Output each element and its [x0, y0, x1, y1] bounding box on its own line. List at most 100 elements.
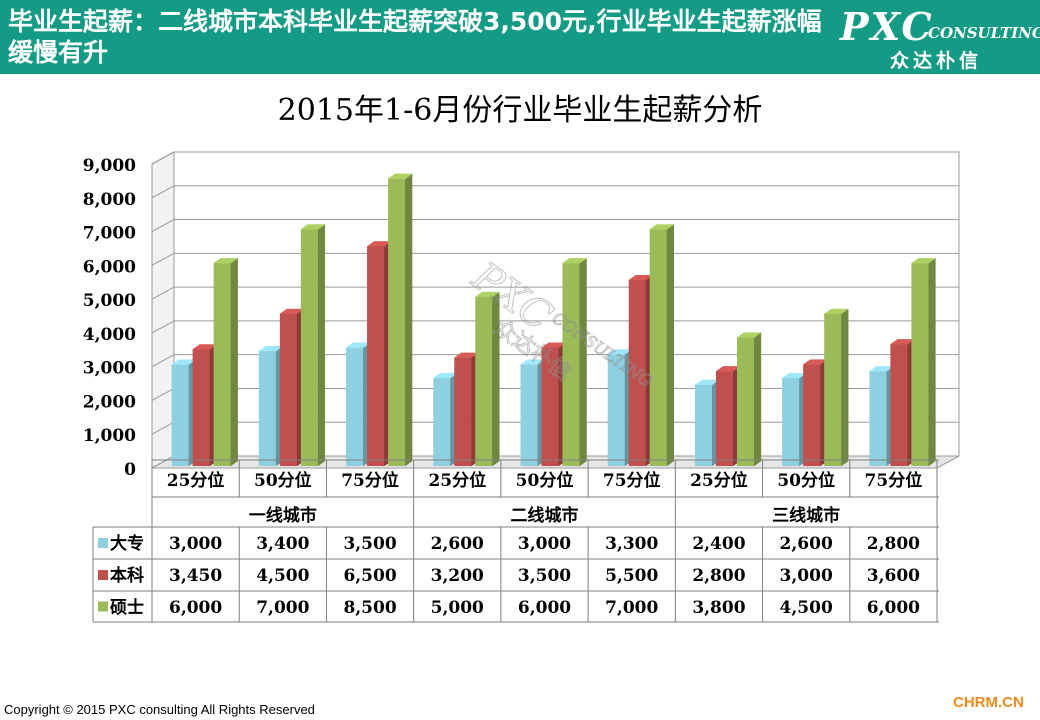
bar: [171, 364, 189, 466]
x-category-label: 50分位: [777, 470, 835, 491]
x-category-label: 75分位: [865, 470, 923, 491]
gridline: [151, 185, 959, 199]
gridline: [151, 320, 959, 334]
bar: [213, 263, 231, 466]
data-table-cell: 7,000: [256, 598, 309, 618]
x-group-label: 二线城市: [511, 505, 579, 526]
chart-side-wall: [151, 151, 175, 469]
data-table-cell: 2,600: [431, 534, 484, 554]
bar: [454, 357, 472, 466]
bar: [869, 371, 887, 466]
bar: [541, 347, 559, 466]
data-table-cell: 3,450: [169, 566, 222, 586]
bar: [824, 314, 842, 466]
y-tick-label: 1,000: [83, 426, 136, 446]
x-category-label: 25分位: [167, 470, 225, 491]
site-mark: CHRM.CN: [953, 694, 1024, 711]
y-tick-label: 5,000: [83, 291, 136, 311]
y-tick-label: 3,000: [83, 359, 136, 379]
data-table-cell: 6,000: [518, 598, 571, 618]
bar-side: [230, 257, 238, 467]
bar: [475, 297, 493, 466]
gridline: [151, 151, 959, 165]
bar-side: [492, 291, 500, 467]
data-table-cell: 3,600: [867, 566, 920, 586]
bar: [192, 349, 210, 466]
data-table-cell: 6,000: [169, 598, 222, 618]
bar: [520, 364, 538, 466]
bar: [628, 280, 646, 466]
x-group-label: 一线城市: [249, 505, 317, 526]
bar-side: [666, 224, 674, 467]
data-table-cell: 3,000: [518, 534, 571, 554]
bar-side: [579, 257, 587, 467]
y-tick-label: 7,000: [83, 224, 136, 244]
data-table-cell: 5,500: [605, 566, 658, 586]
data-table-cell: 5,000: [431, 598, 484, 618]
bar: [694, 384, 712, 466]
x-category-label: 75分位: [341, 470, 399, 491]
company-logo: PXC CONSULTING 众达朴信: [836, 4, 1040, 72]
bar: [782, 378, 800, 466]
data-table-cell: 2,600: [780, 534, 833, 554]
bar: [346, 347, 364, 466]
legend-label: 大专: [110, 533, 144, 554]
data-table-cell: 3,000: [169, 534, 222, 554]
bar: [300, 229, 318, 466]
data-table-cell: 8,500: [343, 598, 396, 618]
legend-label: 本科: [110, 565, 144, 586]
bar-side: [928, 257, 936, 467]
bar: [562, 263, 580, 466]
data-table-cell: 3,500: [518, 566, 571, 586]
data-table-cell: 2,800: [867, 534, 920, 554]
chart-title: 2015年1-6月份行业毕业生起薪分析: [278, 93, 763, 128]
bar: [803, 364, 821, 466]
bar-side: [317, 224, 326, 467]
legend-swatch: [98, 538, 108, 548]
data-table-cell: 3,800: [692, 598, 745, 618]
bar-side: [753, 332, 762, 467]
data-table-cell: 3,500: [343, 534, 396, 554]
y-tick-label: 0: [124, 460, 136, 480]
bar-top: [910, 258, 937, 264]
data-table-cell: 7,000: [605, 598, 658, 618]
legend-swatch: [98, 570, 108, 580]
bar: [279, 314, 297, 466]
data-table-cell: 3,200: [431, 566, 484, 586]
bar: [388, 178, 406, 466]
gridline: [151, 354, 959, 368]
y-tick-label: 4,000: [83, 325, 136, 345]
page-title: 毕业生起薪：二线城市本科毕业生起薪突破3,500元,行业毕业生起薪涨幅缓慢有升: [8, 7, 822, 67]
data-table-cell: 3,300: [605, 534, 658, 554]
logo-main-text: PXC: [840, 4, 934, 49]
bar-top: [561, 258, 588, 264]
bar: [258, 351, 276, 466]
x-category-label: 25分位: [690, 470, 748, 491]
bar: [890, 344, 908, 466]
legend-label: 硕士: [110, 597, 144, 618]
logo-cn-text: 众达朴信: [890, 50, 983, 72]
data-table-cell: 3,400: [256, 534, 309, 554]
data-table-cell: 6,500: [343, 566, 396, 586]
x-category-label: 75分位: [603, 470, 661, 491]
logo-sub-text: CONSULTING: [928, 24, 1040, 42]
bar: [433, 378, 451, 466]
bar-top: [212, 258, 239, 264]
bar: [649, 229, 667, 466]
gridline: [151, 286, 959, 300]
y-tick-label: 2,000: [83, 392, 136, 412]
data-table-cell: 4,500: [780, 598, 833, 618]
gridline: [151, 219, 959, 232]
bar-side: [840, 308, 849, 467]
copyright-text: Copyright © 2015 PXC consulting All Righ…: [4, 702, 315, 717]
header-bar: 毕业生起薪：二线城市本科毕业生起薪突破3,500元,行业毕业生起薪涨幅缓慢有升 …: [0, 0, 1040, 74]
salary-chart: 2015年1-6月份行业毕业生起薪分析 0 1,000 2,000 3,000 4,000…: [83, 93, 960, 623]
y-tick-label: 6,000: [83, 257, 136, 277]
bar-side: [404, 173, 413, 467]
x-category-label: 50分位: [254, 470, 312, 491]
bar: [607, 354, 625, 466]
x-group-label: 三线城市: [772, 505, 840, 526]
x-category-label: 50分位: [516, 470, 574, 491]
x-category-label: 25分位: [428, 470, 486, 491]
gridline: [151, 252, 959, 266]
